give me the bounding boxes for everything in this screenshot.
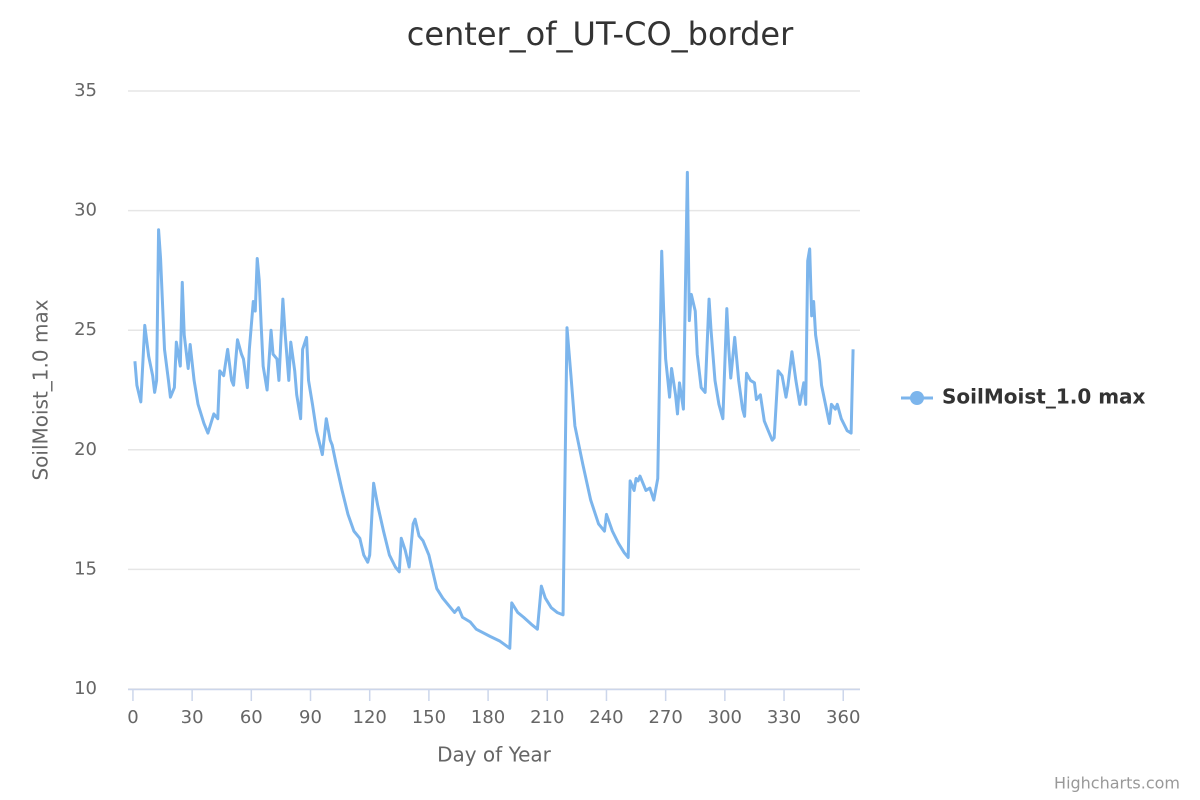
chart-title: center_of_UT-CO_border — [407, 15, 794, 53]
x-tick-label: 360 — [826, 707, 860, 728]
y-tick-label: 20 — [74, 439, 97, 460]
x-tick-label: 150 — [412, 707, 446, 728]
y-tick-label: 10 — [74, 678, 97, 699]
x-axis-title: Day of Year — [437, 743, 552, 767]
x-tick-label: 330 — [767, 707, 801, 728]
y-tick-label: 25 — [74, 319, 97, 340]
x-tick-label: 300 — [708, 707, 742, 728]
x-tick-label: 30 — [181, 707, 204, 728]
y-tick-label: 35 — [74, 80, 97, 101]
x-tick-label: 120 — [353, 707, 387, 728]
legend-symbol-marker[interactable] — [910, 391, 924, 405]
x-tick-label: 210 — [530, 707, 564, 728]
y-tick-label: 30 — [74, 200, 97, 221]
y-tick-label: 15 — [74, 558, 97, 579]
x-tick-label: 60 — [240, 707, 263, 728]
legend-item[interactable]: SoilMoist_1.0 max — [942, 385, 1146, 409]
x-tick-label: 90 — [299, 707, 322, 728]
x-tick-label: 240 — [589, 707, 623, 728]
x-tick-label: 270 — [648, 707, 682, 728]
series-line — [133, 170, 855, 650]
x-tick-label: 0 — [127, 707, 138, 728]
y-axis-title: SoilMoist_1.0 max — [29, 299, 53, 480]
x-tick-label: 180 — [471, 707, 505, 728]
credits[interactable]: Highcharts.com — [1054, 774, 1180, 793]
